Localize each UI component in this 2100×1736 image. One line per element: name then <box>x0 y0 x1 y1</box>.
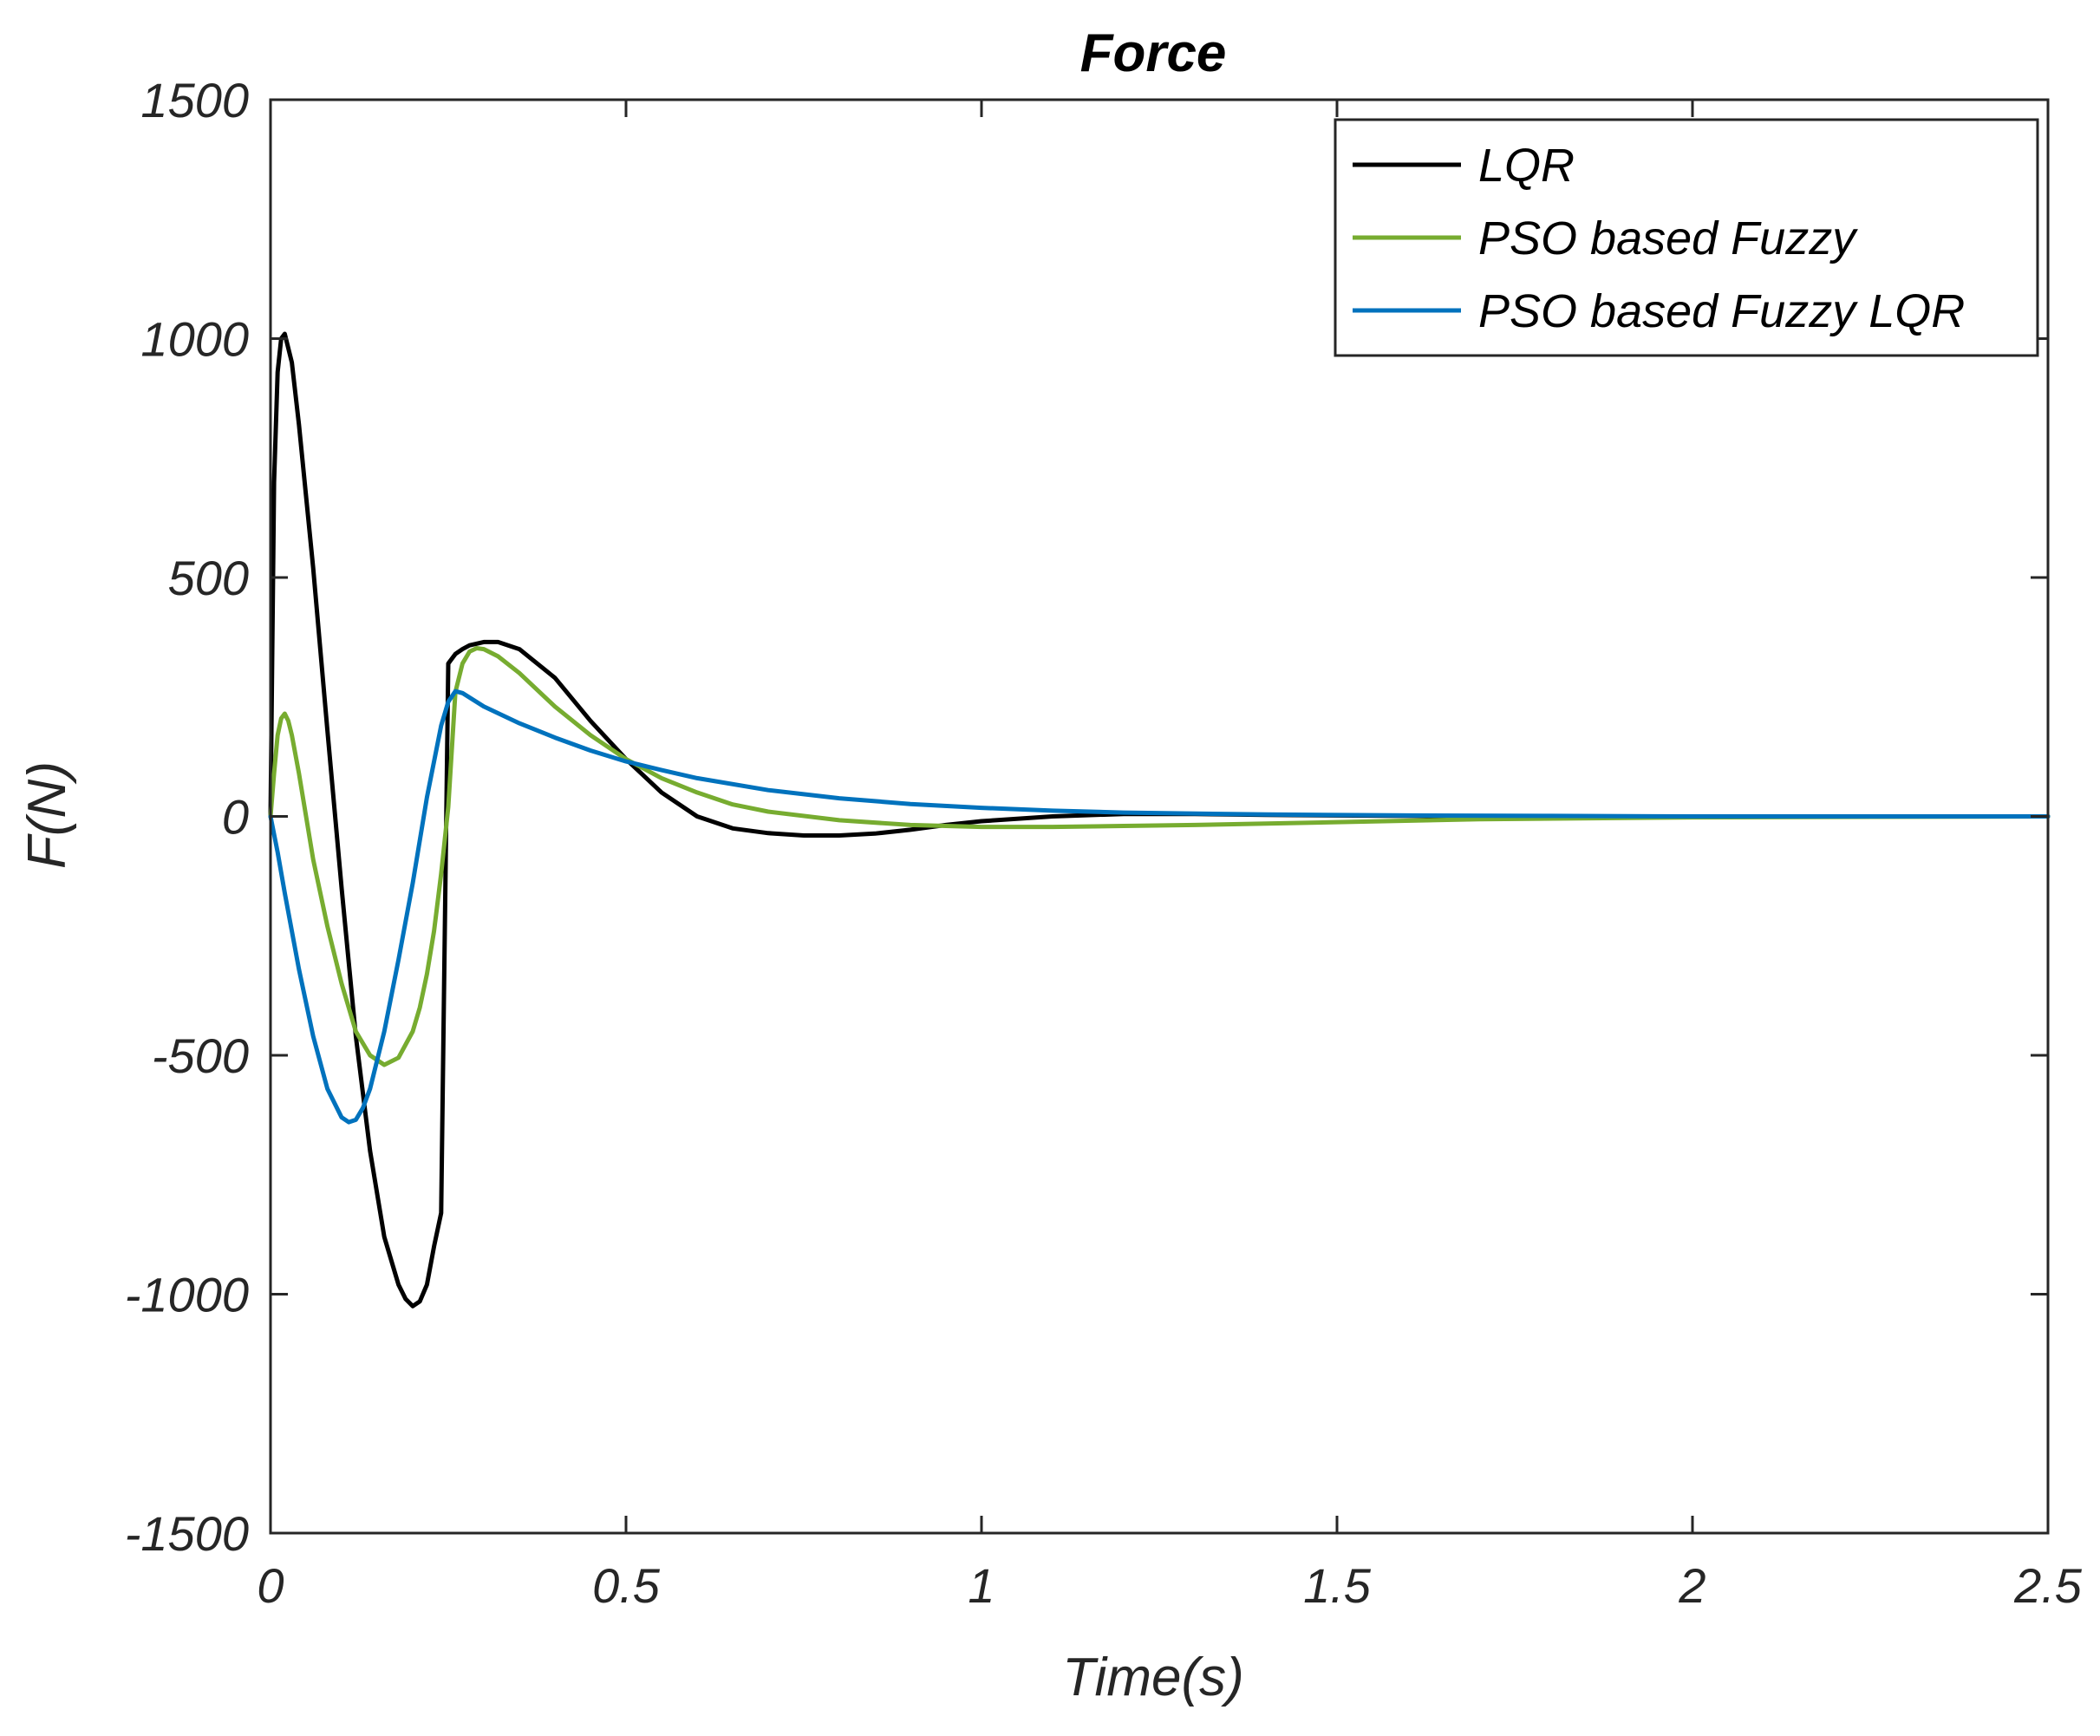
x-tick-label: 1 <box>968 1558 995 1613</box>
x-axis-label: Time(s) <box>1062 1648 1244 1707</box>
legend: LQR PSO based Fuzzy PSO based Fuzzy LQR <box>1334 118 2039 357</box>
y-tick-label: 1000 <box>140 312 249 367</box>
y-tick-label: -1000 <box>125 1268 249 1322</box>
x-tick-label: 0.5 <box>592 1558 661 1613</box>
y-tick-label: 0 <box>222 790 249 845</box>
y-tick-label: 1500 <box>140 73 249 127</box>
x-tick-label: 0 <box>257 1558 284 1613</box>
series-line-pso-based-fuzzy-lqr <box>268 689 2051 1125</box>
chart-title: Force <box>1080 23 1227 83</box>
axis-ticks: 0 0.5 1 1.5 2 2.5 -1500 -1000 -500 0 500 1000 1500 <box>125 73 2083 1613</box>
x-tick-label: 2.5 <box>2013 1558 2083 1613</box>
y-tick-label: -500 <box>152 1028 249 1083</box>
x-tick-label: 2 <box>1678 1558 1705 1613</box>
legend-label-lqr: LQR <box>1478 140 1575 192</box>
legend-label-pso-based-fuzzy-lqr: PSO based Fuzzy LQR <box>1478 285 1965 337</box>
legend-label-pso-based-fuzzy: PSO based Fuzzy <box>1478 212 1858 264</box>
series-line-pso-based-fuzzy <box>268 646 2051 1067</box>
x-tick-label: 1.5 <box>1303 1558 1372 1613</box>
y-tick-label: 500 <box>168 551 249 605</box>
y-axis-label: F(N) <box>17 761 77 869</box>
y-tick-label: -1500 <box>125 1506 249 1561</box>
